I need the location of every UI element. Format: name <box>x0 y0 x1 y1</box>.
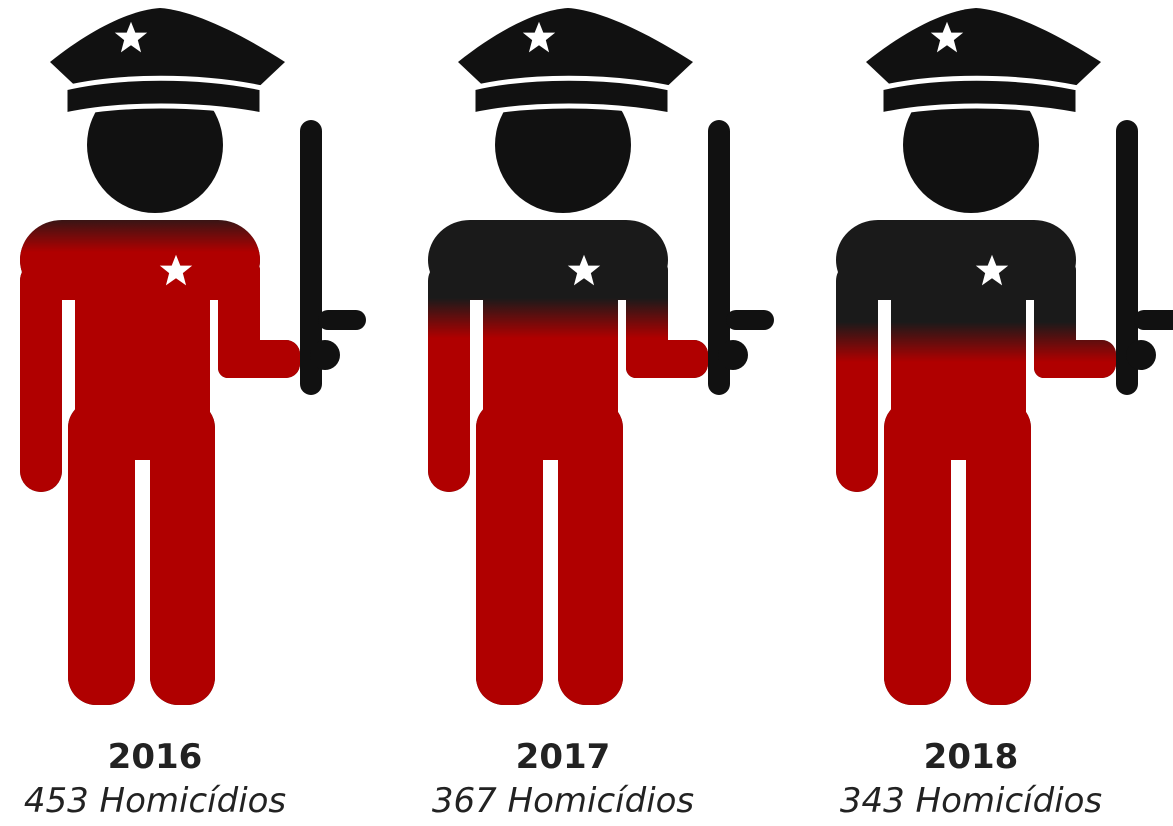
body <box>428 220 708 705</box>
baton <box>300 120 322 395</box>
head <box>903 77 1039 213</box>
hand-knob <box>310 340 340 370</box>
head <box>495 77 631 213</box>
baton-grip <box>1134 310 1173 330</box>
hat <box>866 8 1101 95</box>
hat-band <box>470 75 673 119</box>
head <box>87 77 223 213</box>
fill-level <box>20 252 300 705</box>
fill-edge <box>20 220 300 252</box>
value-label: 367 Homicídios <box>432 781 694 821</box>
baton-grip <box>726 310 774 330</box>
hat-band <box>878 75 1081 119</box>
baton <box>1116 120 1138 395</box>
fill-edge <box>428 298 708 338</box>
figure <box>836 8 1173 705</box>
fill-level <box>836 362 1116 705</box>
hat-band <box>62 75 265 119</box>
fill-level <box>428 338 708 705</box>
hand-knob <box>718 340 748 370</box>
year-label: 2017 <box>516 737 611 777</box>
year-label: 2018 <box>924 737 1019 777</box>
fill-edge <box>836 322 1116 362</box>
body <box>836 220 1116 705</box>
figure <box>428 8 774 705</box>
value-label: 343 Homicídios <box>840 781 1102 821</box>
baton <box>708 120 730 395</box>
baton-grip <box>318 310 366 330</box>
hat <box>50 8 285 95</box>
figure <box>20 8 366 705</box>
body <box>20 220 300 705</box>
hat <box>458 8 693 95</box>
year-label: 2016 <box>108 737 203 777</box>
value-label: 453 Homicídios <box>24 781 286 821</box>
hand-knob <box>1126 340 1156 370</box>
